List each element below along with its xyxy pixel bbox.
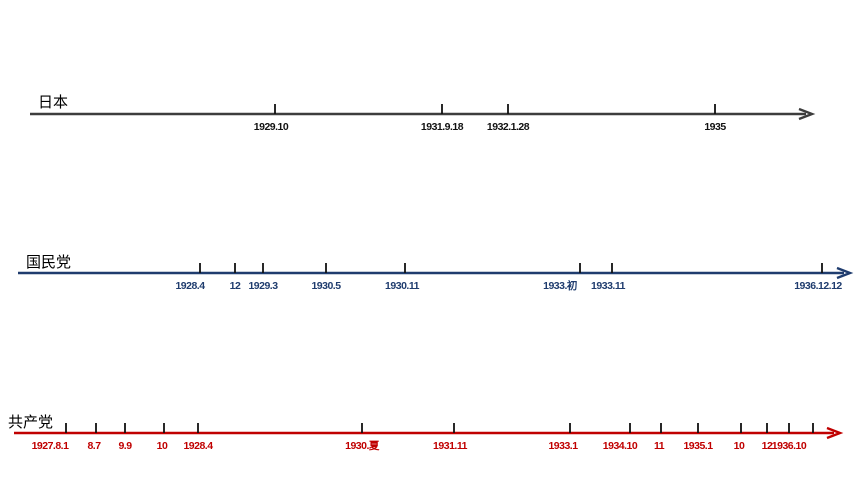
japan-event-label: 1935 — [704, 121, 726, 133]
kmt-event-label: 1930.5 — [311, 280, 341, 292]
cpc-event-label: 10 — [157, 440, 168, 452]
cpc-event-label: 1934.10 — [603, 440, 638, 452]
cpc-axis-arrow — [826, 426, 844, 440]
kmt-event-label: 1936.12.12 — [794, 280, 842, 292]
kmt-axis-arrow — [836, 266, 854, 280]
cpc-event-label: 9.9 — [118, 440, 132, 452]
cpc-event-label: 12 — [762, 440, 773, 452]
kmt-event-label: 1933.初 — [543, 279, 577, 292]
cpc-event-label: 1930.夏 — [345, 440, 380, 452]
japan-event-label: 1932.1.28 — [487, 121, 530, 133]
cpc-event-label: 1933.1 — [548, 440, 578, 452]
cpc-event-label: 1928.4 — [183, 440, 213, 452]
cpc-event-label: 1927.8.1 — [32, 440, 70, 452]
cpc-event-label: 10 — [734, 440, 745, 452]
kmt-event-label: 1933.11 — [591, 280, 626, 292]
cpc-event-label: 8.7 — [87, 440, 101, 452]
japan-axis-arrow — [798, 107, 816, 121]
japan-event-label: 1931.9.18 — [421, 121, 464, 133]
cpc-event-label: 11 — [654, 440, 665, 452]
kmt-event-label: 1930.11 — [385, 280, 420, 292]
cpc-event-label: 1931.11 — [433, 440, 468, 452]
kmt-event-label: 1929.3 — [248, 280, 278, 292]
japan-event-label: 1929.10 — [254, 121, 289, 133]
cpc-event-label: 1935.1 — [683, 440, 713, 452]
cpc-row-label: 共产党 — [8, 413, 54, 431]
kmt-event-label: 12 — [230, 280, 241, 292]
kmt-row-label: 国民党 — [26, 253, 72, 271]
kmt-event-label: 1928.4 — [175, 280, 205, 292]
cpc-event-label: 1936.10 — [772, 440, 807, 452]
japan-row-label: 日本 — [38, 93, 69, 111]
